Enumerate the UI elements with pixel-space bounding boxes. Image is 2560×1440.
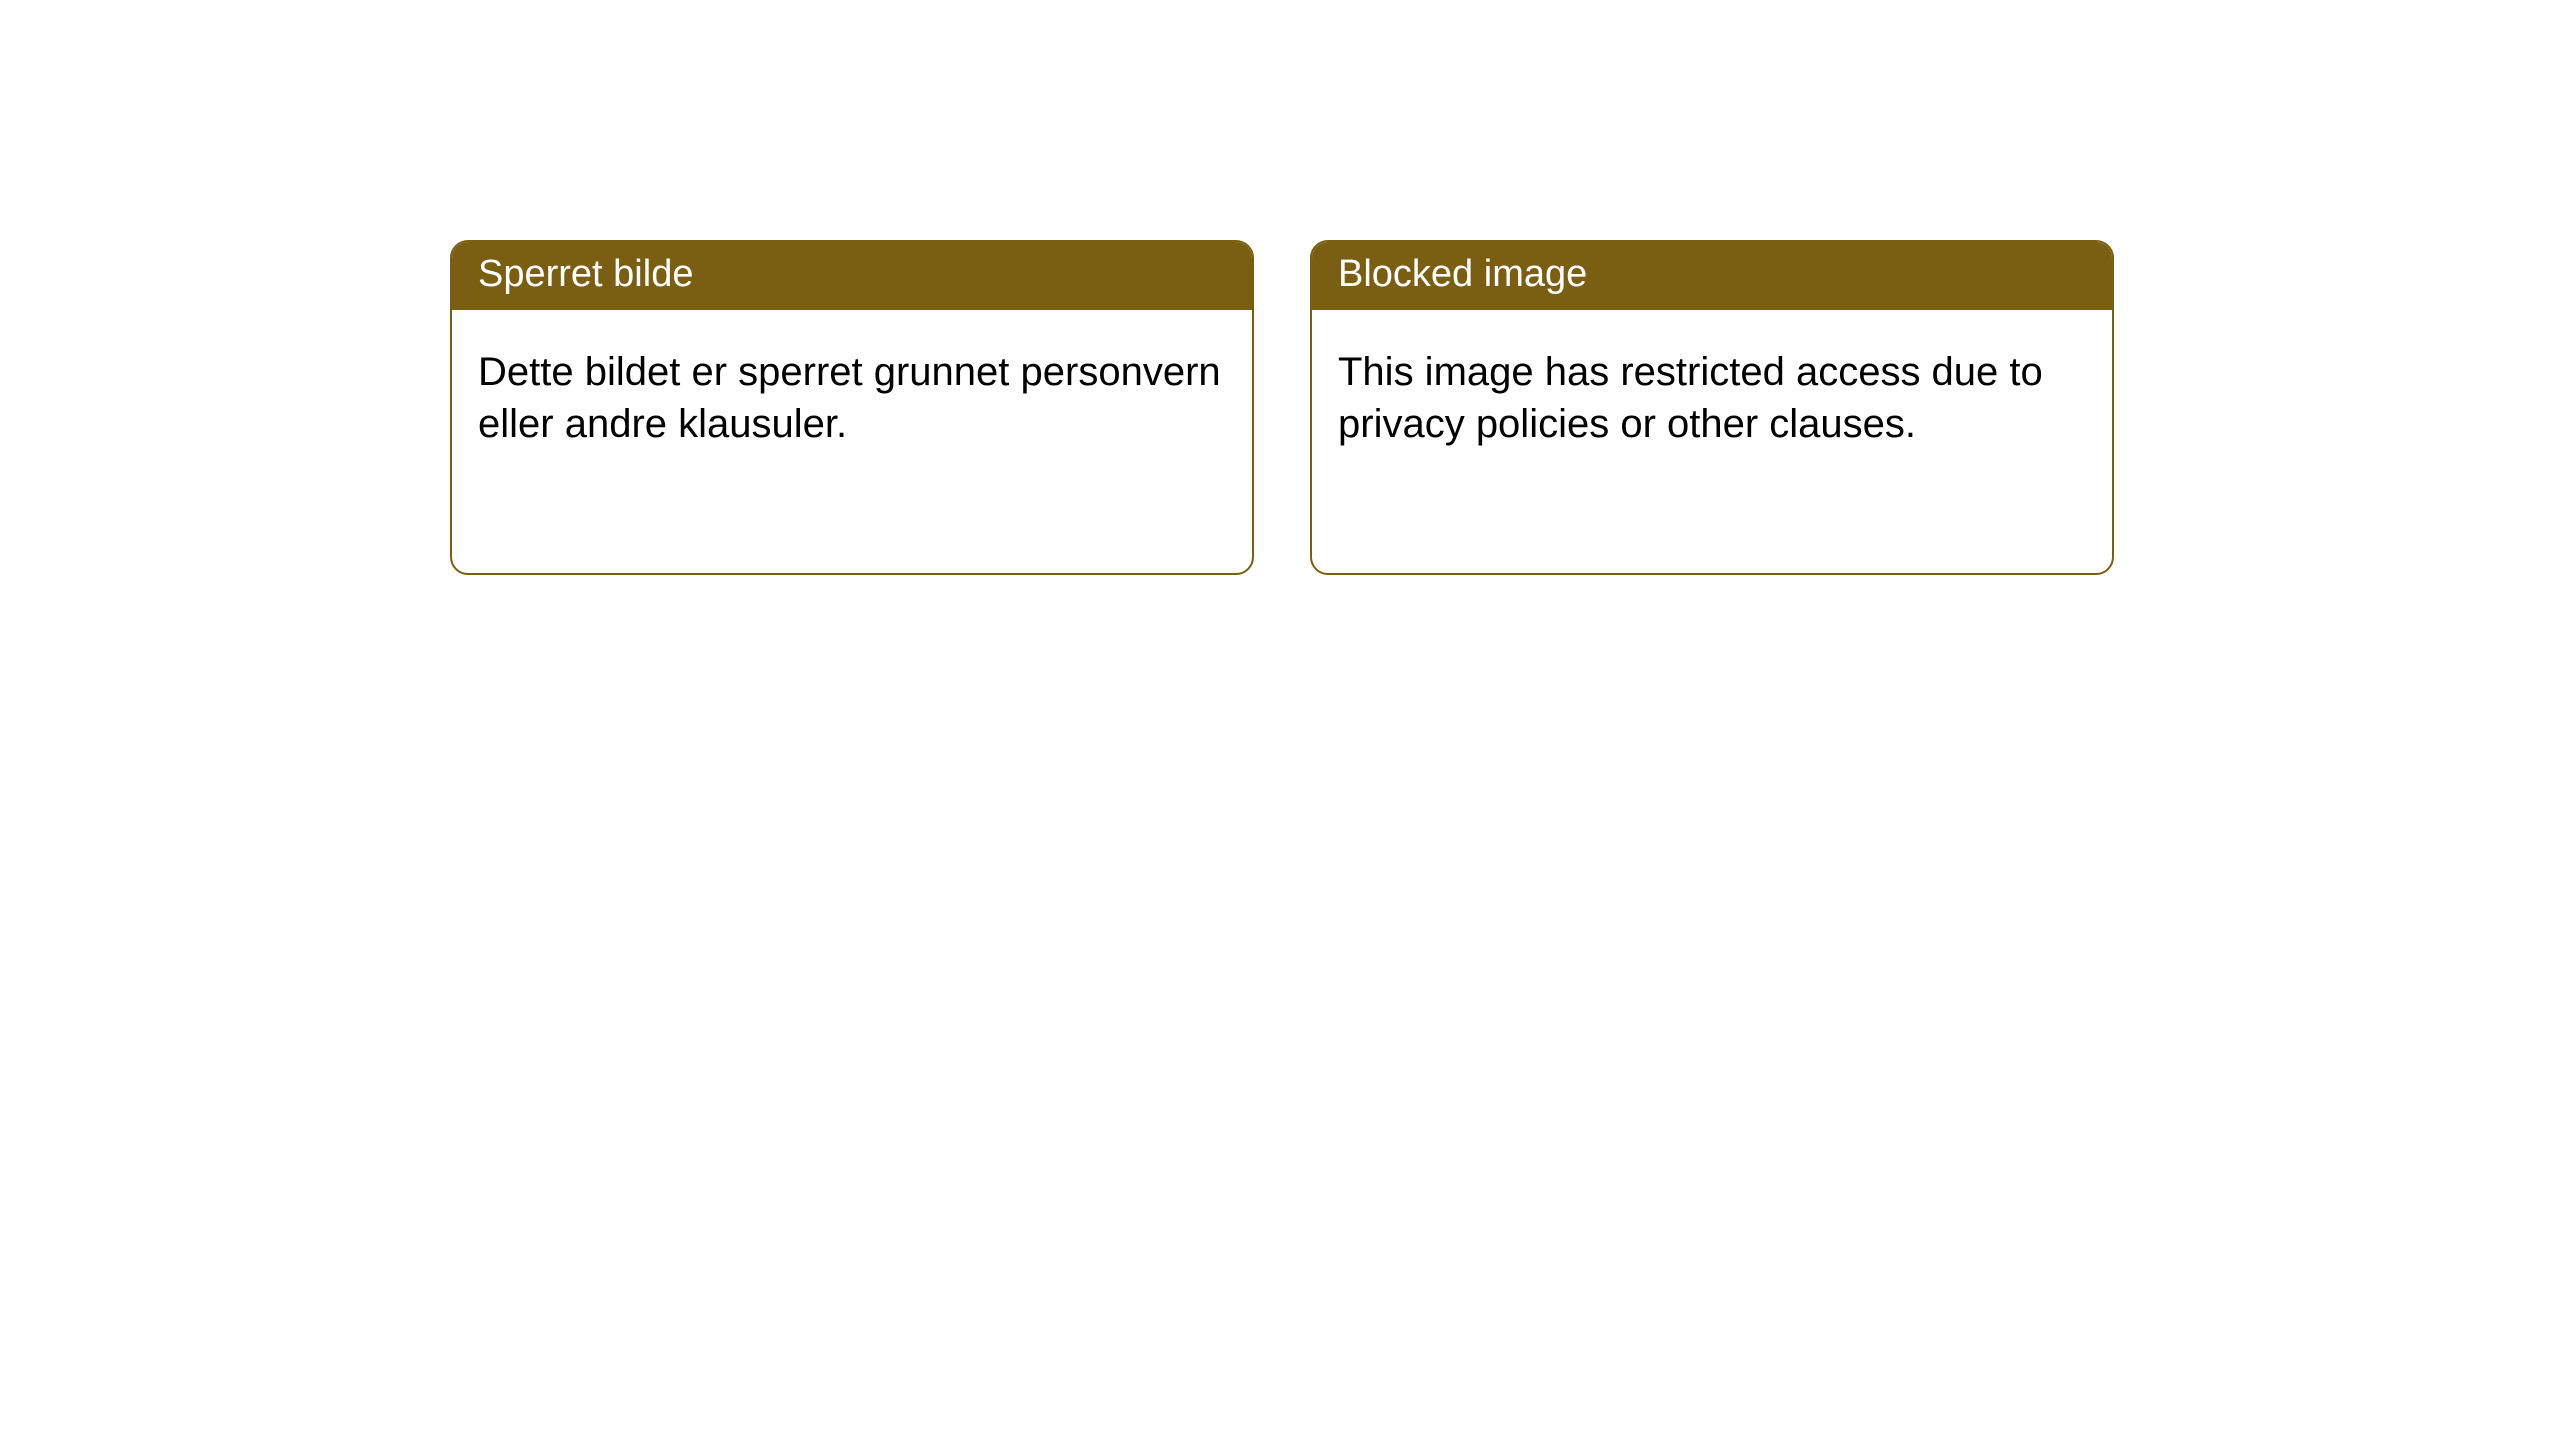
notice-container: Sperret bilde Dette bildet er sperret gr… xyxy=(0,0,2560,575)
notice-card-norwegian: Sperret bilde Dette bildet er sperret gr… xyxy=(450,240,1254,575)
notice-body: This image has restricted access due to … xyxy=(1312,310,2112,476)
notice-title: Blocked image xyxy=(1312,242,2112,310)
notice-title: Sperret bilde xyxy=(452,242,1252,310)
notice-body: Dette bildet er sperret grunnet personve… xyxy=(452,310,1252,476)
notice-card-english: Blocked image This image has restricted … xyxy=(1310,240,2114,575)
